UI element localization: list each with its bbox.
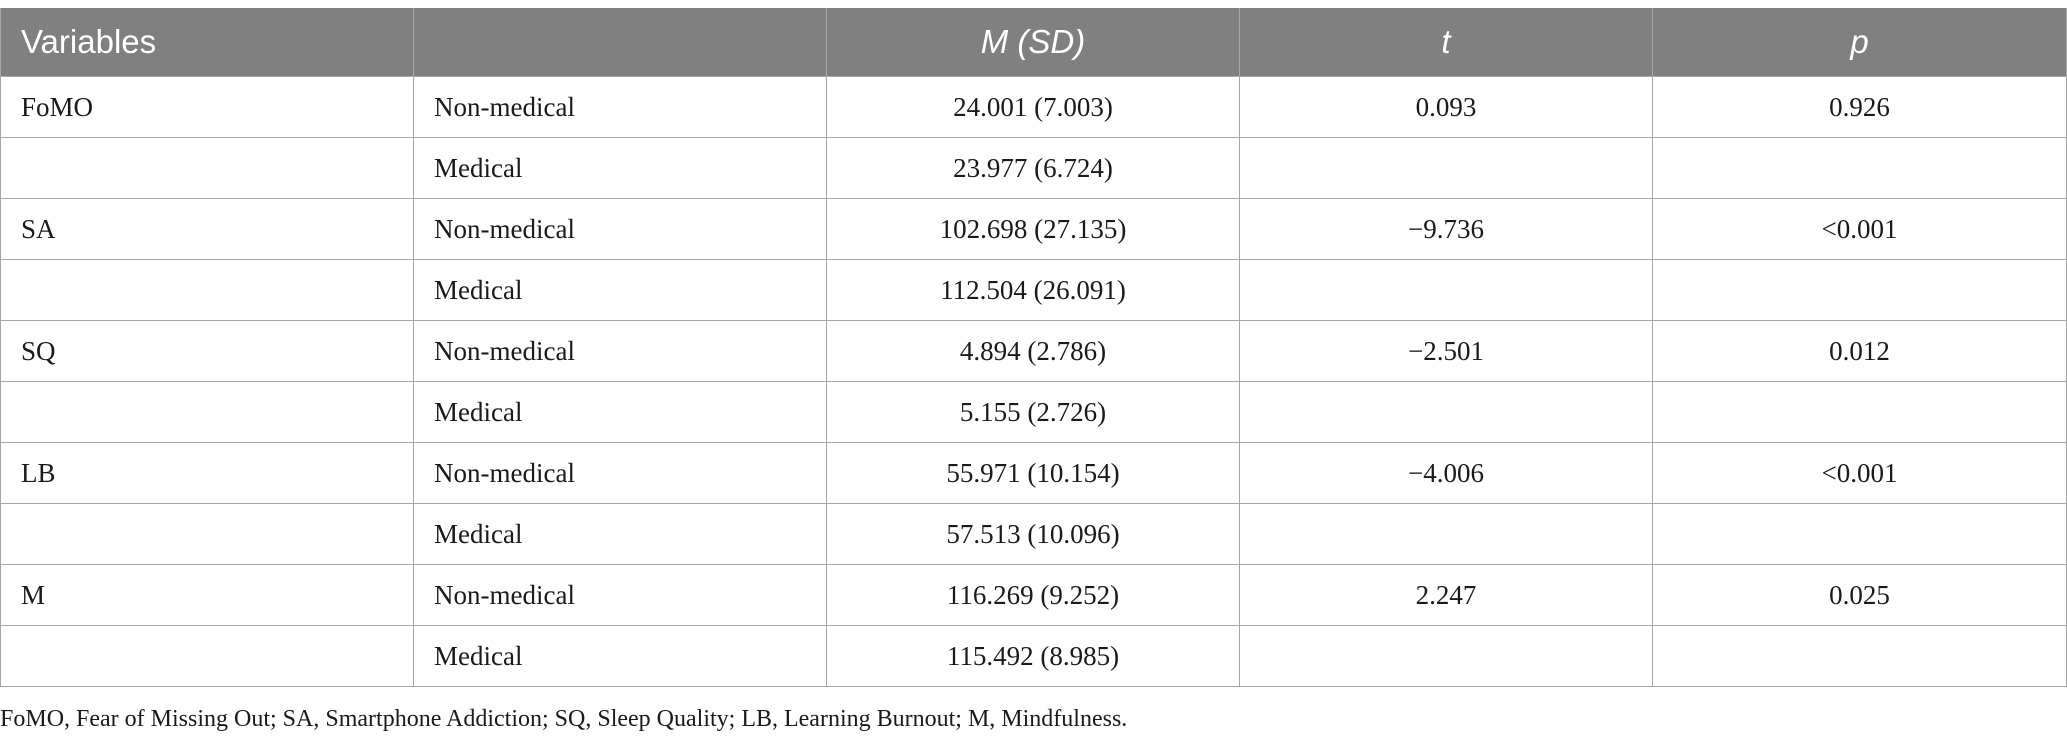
cell-p [1652,259,2067,321]
cell-t: −4.006 [1239,442,1653,504]
cell-t: 0.093 [1239,76,1653,138]
cell-mean-sd: 23.977 (6.724) [826,137,1240,199]
cell-group: Medical [413,381,827,443]
cell-mean-sd: 115.492 (8.985) [826,625,1240,687]
cell-group: Non-medical [413,320,827,382]
header-variables: Variables [0,8,414,77]
cell-group: Non-medical [413,198,827,260]
header-t: t [1239,8,1653,77]
cell-t: 2.247 [1239,564,1653,626]
cell-variable: FoMO [0,76,414,138]
table-row: Medical 115.492 (8.985) [0,625,2067,687]
table-row: Medical 112.504 (26.091) [0,259,2067,321]
cell-mean-sd: 5.155 (2.726) [826,381,1240,443]
cell-group: Medical [413,137,827,199]
cell-variable [0,503,414,565]
cell-t: −2.501 [1239,320,1653,382]
table-row: Medical 57.513 (10.096) [0,503,2067,565]
cell-p [1652,381,2067,443]
cell-group: Non-medical [413,442,827,504]
table-row: SQ Non-medical 4.894 (2.786) −2.501 0.01… [0,320,2067,382]
table-footnote: FoMO, Fear of Missing Out; SA, Smartphon… [0,706,1128,732]
table-row: M Non-medical 116.269 (9.252) 2.247 0.02… [0,564,2067,626]
table-header-row: Variables M (SD) t p [0,8,2067,77]
cell-mean-sd: 24.001 (7.003) [826,76,1240,138]
cell-group: Medical [413,259,827,321]
data-table-container: Variables M (SD) t p FoMO Non-medical 24… [0,8,2067,687]
cell-variable [0,381,414,443]
cell-group: Medical [413,625,827,687]
cell-t [1239,625,1653,687]
header-p: p [1652,8,2067,77]
cell-group: Non-medical [413,564,827,626]
cell-mean-sd: 116.269 (9.252) [826,564,1240,626]
cell-mean-sd: 102.698 (27.135) [826,198,1240,260]
table-row: SA Non-medical 102.698 (27.135) −9.736 <… [0,198,2067,260]
header-mean-sd: M (SD) [826,8,1240,77]
table-body: FoMO Non-medical 24.001 (7.003) 0.093 0.… [0,76,2067,687]
cell-p: <0.001 [1652,442,2067,504]
cell-t [1239,503,1653,565]
cell-p [1652,625,2067,687]
cell-mean-sd: 55.971 (10.154) [826,442,1240,504]
cell-t [1239,259,1653,321]
header-t-label: t [1441,23,1451,60]
cell-variable: SQ [0,320,414,382]
cell-group: Medical [413,503,827,565]
cell-group: Non-medical [413,76,827,138]
table-row: Medical 23.977 (6.724) [0,137,2067,199]
cell-variable: M [0,564,414,626]
header-mean-sd-label: M (SD) [980,23,1086,60]
table-row: LB Non-medical 55.971 (10.154) −4.006 <0… [0,442,2067,504]
cell-variable: SA [0,198,414,260]
header-p-label: p [1850,23,1869,60]
cell-mean-sd: 4.894 (2.786) [826,320,1240,382]
cell-variable [0,259,414,321]
cell-p [1652,137,2067,199]
header-group [413,8,827,77]
table-row: Medical 5.155 (2.726) [0,381,2067,443]
cell-p: <0.001 [1652,198,2067,260]
cell-p [1652,503,2067,565]
cell-mean-sd: 57.513 (10.096) [826,503,1240,565]
cell-t [1239,381,1653,443]
table-row: FoMO Non-medical 24.001 (7.003) 0.093 0.… [0,76,2067,138]
cell-variable [0,137,414,199]
data-table: Variables M (SD) t p FoMO Non-medical 24… [0,8,2067,687]
cell-mean-sd: 112.504 (26.091) [826,259,1240,321]
cell-t: −9.736 [1239,198,1653,260]
cell-variable: LB [0,442,414,504]
cell-p: 0.012 [1652,320,2067,382]
cell-p: 0.025 [1652,564,2067,626]
cell-p: 0.926 [1652,76,2067,138]
cell-t [1239,137,1653,199]
cell-variable [0,625,414,687]
